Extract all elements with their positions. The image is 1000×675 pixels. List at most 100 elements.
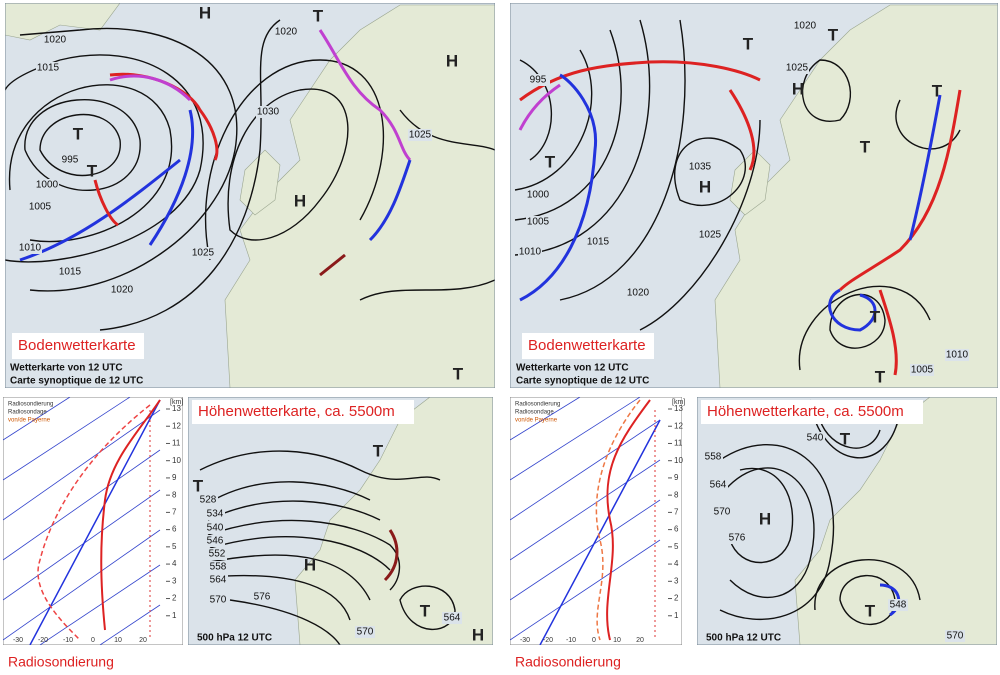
pressure-center: T <box>828 25 839 44</box>
isobar-label: 1010 <box>519 247 542 258</box>
label-bg <box>58 266 82 278</box>
isobar-label: 1015 <box>37 63 60 74</box>
height-label: 576 <box>729 533 746 544</box>
pressure-center: T <box>313 6 324 25</box>
label-bg <box>785 62 809 74</box>
isobar-label: 1010 <box>946 350 969 361</box>
label-bg <box>442 612 462 624</box>
label-bg <box>274 26 298 38</box>
temp-label: -20 <box>38 637 48 644</box>
km-label: 6 <box>172 525 177 534</box>
label-bg <box>688 161 712 173</box>
label-bg <box>198 494 218 506</box>
isobar-label: 1020 <box>794 21 817 32</box>
label-bg <box>408 129 432 141</box>
surface-map-left <box>5 3 495 388</box>
isobar-label: 1015 <box>587 237 610 248</box>
isobar-label: 1010 <box>19 243 42 254</box>
km-label: 8 <box>172 490 177 499</box>
pressure-center: T <box>865 601 876 620</box>
km-label: 5 <box>172 542 177 551</box>
km-label: 9 <box>172 473 177 482</box>
label-bg <box>526 216 550 228</box>
km-label: 4 <box>172 559 177 568</box>
upper-caption: 500 hPa 12 UTC <box>706 633 781 644</box>
pressure-center: H <box>792 79 804 98</box>
isobar-label: 1020 <box>44 35 67 46</box>
sounding-legend: Radiosondage <box>515 410 554 416</box>
upper-caption: 500 hPa 12 UTC <box>197 633 272 644</box>
height-label: 570 <box>714 507 731 518</box>
pressure-center: T <box>373 441 384 460</box>
isobar-label: 1005 <box>527 217 550 228</box>
temp-label: 10 <box>114 637 122 644</box>
pressure-center: H <box>446 51 458 70</box>
pressure-center: H <box>199 3 211 22</box>
pressure-center: H <box>699 177 711 196</box>
isobar-label: 1025 <box>699 230 722 241</box>
pressure-center: T <box>875 367 886 386</box>
pressure-center: H <box>294 191 306 210</box>
label-bg <box>205 508 225 520</box>
surface-caption: Wetterkarte von 12 UTC <box>10 363 123 374</box>
height-label: 534 <box>207 509 224 520</box>
pressure-center: T <box>545 152 556 171</box>
km-label: 10 <box>172 456 181 465</box>
isobar-label: 1020 <box>627 288 650 299</box>
height-label: 552 <box>209 549 226 560</box>
height-label: 540 <box>807 433 824 444</box>
label-bg <box>945 349 969 361</box>
temp-label: -10 <box>63 637 73 644</box>
label-bg <box>518 246 542 258</box>
sounding-label: Radiosondierung <box>515 654 621 670</box>
km-label: 2 <box>172 594 177 603</box>
height-label: 564 <box>444 613 461 624</box>
label-bg <box>58 154 82 166</box>
surface-caption: Carte synoptique de 12 UTC <box>516 376 649 387</box>
label-bg <box>205 522 225 534</box>
upper-map-right <box>697 397 997 645</box>
isobar-label: 995 <box>530 75 547 86</box>
km-label: 10 <box>674 456 683 465</box>
surface-title: Bodenwetterkarte <box>18 337 136 354</box>
pressure-center: T <box>860 137 871 156</box>
title-box <box>12 333 144 359</box>
height-label: 570 <box>947 631 964 642</box>
pressure-center: H <box>472 625 484 644</box>
label-bg <box>526 189 550 201</box>
pressure-center: T <box>453 364 464 383</box>
surface-caption: Carte synoptique de 12 UTC <box>10 376 143 387</box>
label-bg <box>727 532 747 544</box>
label-bg <box>793 20 817 32</box>
isobar-label: 1025 <box>192 248 215 259</box>
temp-label: -30 <box>520 637 530 644</box>
label-bg <box>888 599 908 611</box>
label-bg <box>207 548 227 560</box>
km-label: 1 <box>172 611 177 620</box>
temp-label: 10 <box>613 637 621 644</box>
isobar-label: 1025 <box>409 130 432 141</box>
sounding-label: Radiosondierung <box>8 654 114 670</box>
label-bg <box>208 561 228 573</box>
pressure-center: T <box>193 476 204 495</box>
title-box <box>522 333 654 359</box>
label-bg <box>526 74 550 86</box>
label-bg <box>712 506 732 518</box>
label-bg <box>110 284 134 296</box>
km-label: 3 <box>674 576 679 585</box>
label-bg <box>698 229 722 241</box>
height-label: 570 <box>357 627 374 638</box>
pressure-center: T <box>420 601 431 620</box>
isobar-label: 1030 <box>257 107 280 118</box>
height-label: 576 <box>254 592 271 603</box>
km-label: 7 <box>172 507 177 516</box>
label-bg <box>208 594 228 606</box>
km-label: 3 <box>172 576 177 585</box>
isobar-label: 1005 <box>29 202 52 213</box>
temp-label: 20 <box>139 637 147 644</box>
label-bg <box>703 451 723 463</box>
label-bg <box>208 574 228 586</box>
temp-label: -20 <box>543 637 553 644</box>
km-unit: [km] <box>170 399 183 406</box>
pressure-center: H <box>759 509 771 528</box>
